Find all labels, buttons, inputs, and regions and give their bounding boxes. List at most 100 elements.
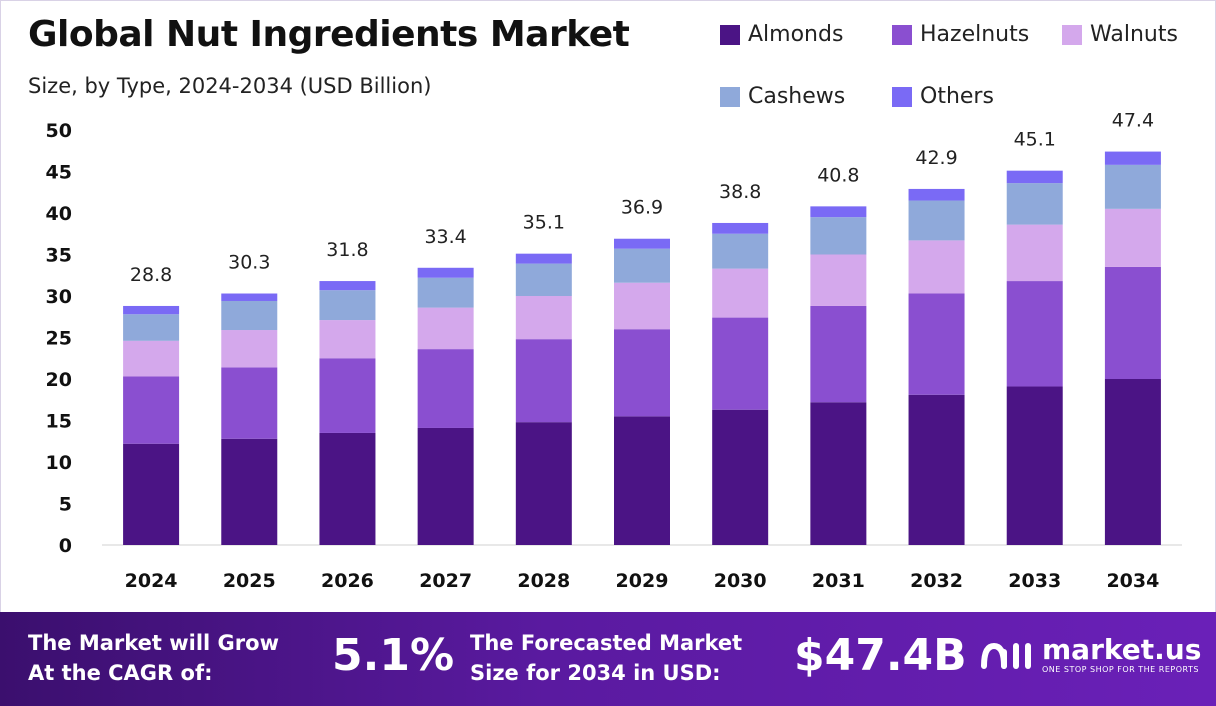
total-data-label: 28.8 [130,264,172,286]
forecast-label-line1: The Forecasted Market [470,631,743,655]
total-data-label: 36.9 [621,197,663,219]
bar-segment-walnuts [1006,224,1063,282]
bar-segment-hazelnuts [319,358,376,433]
total-data-label: 47.4 [1112,110,1154,132]
legend-item-almonds: Almonds [720,22,843,47]
bar-segment-cashews [319,290,376,321]
y-tick-label: 10 [46,452,72,474]
legend-label-hazelnuts: Hazelnuts [920,22,1030,47]
brand-logo: market.us ONE STOP SHOP FOR THE REPORTS [980,636,1201,676]
bar-segment-hazelnuts [221,367,278,439]
bar-segment-almonds [810,402,867,545]
legend-item-cashews: Cashews [720,84,845,109]
bar-segment-almonds [417,427,474,545]
y-tick-label: 30 [46,286,72,308]
x-tick-label: 2031 [812,570,865,592]
bar-segment-cashews [123,314,180,341]
bar-segment-cashews [810,217,867,255]
total-data-label: 42.9 [915,147,957,169]
y-tick-label: 15 [46,411,72,433]
brand-tagline: ONE STOP SHOP FOR THE REPORTS [1042,665,1199,674]
y-tick-label: 0 [59,535,72,557]
legend-swatch-hazelnuts [892,24,912,45]
bar-segment-others [810,206,867,218]
y-tick-label: 35 [46,245,72,267]
bar-segment-walnuts [712,268,769,318]
legend-item-hazelnuts: Hazelnuts [892,22,1029,47]
x-tick-label: 2025 [223,570,276,592]
bar-segment-cashews [614,248,670,283]
bar-segment-almonds [614,416,670,545]
bar-segment-others [1006,170,1063,184]
legend-swatch-walnuts [1062,24,1082,45]
total-data-label: 35.1 [523,212,565,234]
chart-subtitle: Size, by Type, 2024-2034 (USD Billion) [28,74,432,98]
total-data-label: 38.8 [719,181,761,203]
x-tick-label: 2028 [517,570,570,592]
bar-segment-hazelnuts [1104,266,1161,379]
bar-segment-walnuts [1104,208,1161,267]
bar-segment-hazelnuts [515,339,572,423]
total-data-label: 33.4 [424,226,466,248]
bar-segment-almonds [1104,379,1161,545]
x-tick-label: 2033 [1008,570,1061,592]
bar-segment-others [908,188,965,201]
bar-segment-others [515,253,572,264]
legend-label-almonds: Almonds [748,22,844,47]
x-tick-label: 2032 [910,570,963,592]
bar-segment-almonds [221,438,278,545]
legend-swatch-others [892,86,912,107]
bar-segment-walnuts [123,340,180,377]
bar-segment-walnuts [221,330,278,368]
bar-segment-others [221,293,278,301]
bar-segment-almonds [515,422,572,545]
bar-segment-cashews [221,300,278,331]
bar-segment-others [417,267,474,278]
chart-title: Global Nut Ingredients Market [28,14,630,55]
legend-swatch-cashews [720,86,740,107]
bar-segment-cashews [1006,183,1063,225]
bar-segment-walnuts [810,254,867,306]
legend-item-walnuts: Walnuts [1062,22,1178,47]
bar-segment-walnuts [319,320,376,359]
legend-label-walnuts: Walnuts [1090,22,1178,47]
x-tick-label: 2027 [419,570,472,592]
bar-segment-almonds [319,432,376,545]
bar-segment-almonds [712,409,769,545]
bar-segment-walnuts [515,296,572,340]
bar-segment-others [319,281,376,291]
total-data-label: 45.1 [1014,129,1056,151]
legend: Almonds Hazelnuts Walnuts Cashews Others [720,22,1200,132]
x-tick-label: 2029 [616,570,669,592]
total-data-label: 30.3 [228,252,270,274]
bar-segment-others [123,305,180,315]
total-data-label: 31.8 [326,239,368,261]
bar-segment-cashews [1104,164,1161,209]
bar-segment-hazelnuts [1006,281,1063,387]
bar-segment-cashews [712,233,769,269]
y-tick-label: 40 [46,203,72,225]
legend-label-others: Others [920,84,994,109]
forecast-label: The Forecasted Market Size for 2034 in U… [470,628,742,688]
forecast-label-line2: Size for 2034 in USD: [470,661,721,685]
bar-segment-hazelnuts [712,317,769,410]
bar-segment-almonds [908,394,965,545]
bar-segment-walnuts [908,240,965,294]
bar-segment-cashews [908,200,965,241]
y-tick-label: 45 [46,162,72,184]
stacked-bar-chart: 0510152025303540455028.8202430.3202531.8… [46,110,1182,592]
cagr-label-line1: The Market will Grow [28,631,279,655]
bar-segment-hazelnuts [123,376,180,444]
y-tick-label: 25 [46,328,72,350]
bar-segment-almonds [123,443,180,545]
legend-swatch-almonds [720,24,740,45]
brand-name: market.us [1042,633,1202,666]
y-tick-label: 50 [46,120,72,142]
x-tick-label: 2034 [1106,570,1159,592]
x-tick-label: 2030 [714,570,767,592]
bar-segment-hazelnuts [417,349,474,428]
y-tick-label: 20 [46,369,72,391]
cagr-value: 5.1% [332,630,455,681]
bar-segment-cashews [515,263,572,296]
y-tick-label: 5 [59,494,72,516]
